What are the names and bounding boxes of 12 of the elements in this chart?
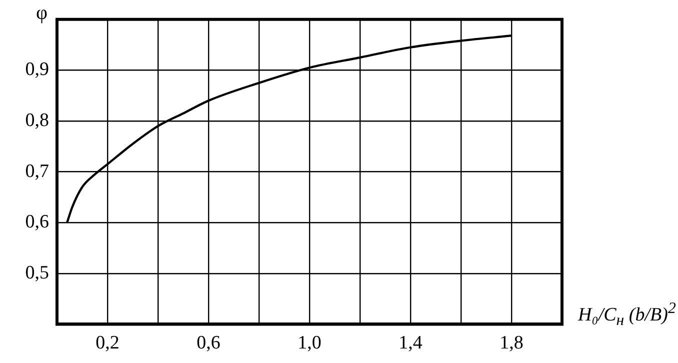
x-tick-label: 1,8 [500,332,524,354]
y-tick-label: 0,7 [25,160,49,182]
y-tick-label: 0,8 [25,110,49,131]
y-tick-label: 0,9 [25,59,49,80]
x-tick-label: 1,0 [298,332,322,354]
y-axis-title: φ [36,2,48,25]
x-tick-label: 0,6 [196,332,220,354]
y-tick-label: 0,5 [25,262,49,284]
x-tick-label: 1,4 [398,332,423,354]
x-tick-label: 0,2 [96,332,120,354]
y-tick-label: 0,6 [25,212,49,233]
x-axis-title: H₀/C$_{н}$ (b/B)$^{2}$ [578,300,676,330]
